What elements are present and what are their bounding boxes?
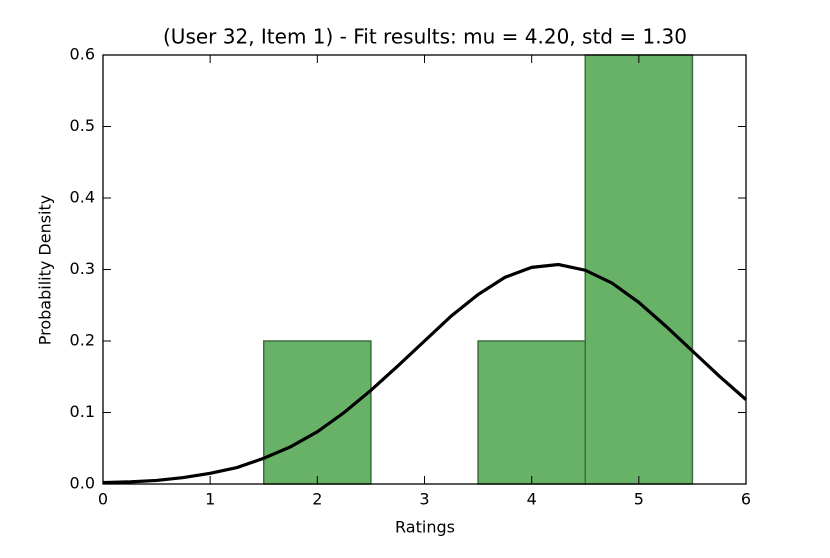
y-tick-label: 0.3 — [70, 259, 95, 278]
x-tick-label: 5 — [634, 490, 644, 509]
y-tick-label: 0.1 — [70, 402, 95, 421]
bar — [584, 54, 694, 485]
y-tick-label: 0.6 — [70, 45, 95, 64]
x-tick-label: 4 — [527, 490, 537, 509]
y-tick-label: 0.4 — [70, 188, 95, 207]
fit-curve — [102, 262, 748, 485]
y-tick-label: 0.0 — [70, 474, 95, 493]
y-tick-label: 0.5 — [70, 116, 95, 135]
chart-title: (User 32, Item 1) - Fit results: mu = 4.… — [163, 25, 687, 49]
x-tick-label: 3 — [419, 490, 429, 509]
x-tick-label: 0 — [98, 490, 108, 509]
y-tick-label: 0.2 — [70, 331, 95, 350]
x-tick-label: 1 — [205, 490, 215, 509]
x-tick-label: 2 — [312, 490, 322, 509]
x-axis-label: Ratings — [395, 518, 455, 537]
bar — [263, 340, 372, 485]
bar — [477, 340, 587, 485]
x-tick-label: 6 — [741, 490, 751, 509]
y-axis-label: Probability Density — [36, 195, 55, 346]
